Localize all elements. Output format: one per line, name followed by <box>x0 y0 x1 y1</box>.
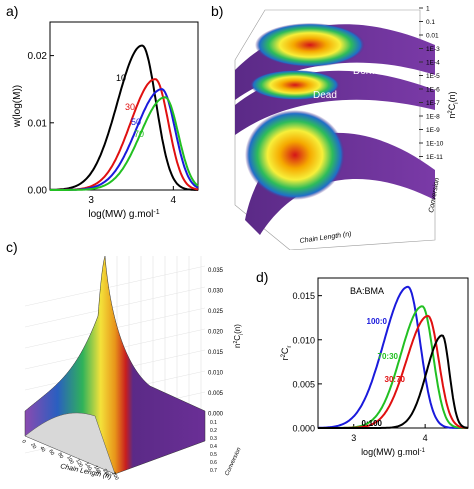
c-grid-line <box>24 286 206 328</box>
c-xtick-label: 0 <box>20 439 27 445</box>
c-xtick-label: 20 <box>29 442 37 450</box>
a-xlabel: log(MW) g.mol-1 <box>88 209 159 221</box>
d-series-line <box>317 285 468 429</box>
c-ztick-label: 0.015 <box>208 350 224 356</box>
d-ytick-label: 0.010 <box>292 335 315 345</box>
c-xtick-label: 120 <box>74 458 83 468</box>
panel-a-letter: a) <box>6 3 18 19</box>
b-ztick-label: 1 <box>426 6 430 13</box>
panel-a: a) 0.00 0.01 0.02 3 4 log(MW) g.mol-1 w(log(M)… <box>0 0 205 235</box>
d-xtick-label: 3 <box>351 433 356 443</box>
c-dtick-label: 0.2 <box>210 428 217 434</box>
d-series-label: 0:100 <box>362 419 383 428</box>
b-label-dormant: Dormant <box>353 66 392 77</box>
b-hotspot-growing <box>245 110 345 200</box>
c-dtick-label: 0.6 <box>210 460 217 466</box>
d-ylabel: r2Cr <box>280 346 293 361</box>
c-ztick-label: 0.035 <box>208 268 224 274</box>
chart-d: d) 0.000 0.005 0.010 0.015 3 4 log(MW) g.mol-1… <box>256 269 469 457</box>
c-xtick-label: 100 <box>65 455 74 465</box>
c-grid-line <box>24 265 206 307</box>
d-legend-title: BA:BMA <box>350 286 384 296</box>
chart-a: a) 0.00 0.01 0.02 3 4 log(MW) g.mol-1 w(log(M)… <box>6 3 199 221</box>
b-ztick-label: 1E-9 <box>426 127 440 134</box>
c-xtick-label: 140 <box>83 461 92 471</box>
c-ztick-label: 0.010 <box>208 371 224 377</box>
c-dtick-label: 0.7 <box>210 468 217 474</box>
d-ytick-label: 0.015 <box>292 291 315 301</box>
chart-c: c) 0.035 0.030 0.025 0.020 0.015 0.010 0.005 0.… <box>6 239 245 481</box>
c-xtick-label: 80 <box>56 452 64 460</box>
chart-b: b) Dormant Dead Growing 1 0.1 0.01 1E-3 1E-4… <box>211 3 460 251</box>
c-ztick-label: 0.020 <box>208 330 224 336</box>
b-ztick-label: 1E-10 <box>426 141 444 148</box>
a-series-line <box>49 44 199 191</box>
b-label-dead: Dead <box>313 90 337 101</box>
b-ztick-label: 1E-3 <box>426 46 440 53</box>
b-ztick-label: 1E-6 <box>426 87 440 94</box>
panel-c-letter: c) <box>6 239 18 255</box>
panel-b-letter: b) <box>211 3 223 19</box>
a-series-line <box>50 96 199 191</box>
b-ztick-label: 0.01 <box>426 33 439 40</box>
panel-d: d) 0.000 0.005 0.010 0.015 3 4 log(MW) g.mol-1… <box>250 260 474 484</box>
b-ztick-label: 1E-11 <box>426 154 443 161</box>
panel-b: b) Dormant Dead Growing 1 0.1 0.01 1E-3 1E-4… <box>205 0 474 251</box>
b-ztick-label: 1E-5 <box>426 73 440 80</box>
a-ylabel: w(log(M)) <box>12 85 23 128</box>
a-series-label: 30 <box>125 102 135 112</box>
c-right-axis-label: n2Ci(n) <box>233 324 245 348</box>
c-surface-front <box>24 412 116 475</box>
b-right-axis-label: n2Ci(n) <box>447 91 460 118</box>
b-ztick-label: 1E-8 <box>426 114 440 121</box>
d-series-line <box>318 334 469 429</box>
c-ztick-label: 0.005 <box>208 391 224 397</box>
c-xtick-label: 60 <box>47 449 55 457</box>
a-series-label: 10 <box>116 73 126 83</box>
b-hotspot-dead <box>250 70 340 100</box>
c-ztick-label: 0.030 <box>208 289 224 295</box>
d-xtick-label: 4 <box>423 433 428 443</box>
b-x-axis-label: Chain Length (n) <box>299 231 352 245</box>
d-series-label: 100:0 <box>367 317 388 326</box>
d-ytick-label: 0.000 <box>292 424 315 434</box>
d-series-line <box>318 305 468 429</box>
d-series-label: 30:70 <box>385 375 406 384</box>
panel-c: c) 0.035 0.030 0.025 0.020 0.015 0.010 0.005 0.… <box>0 236 245 484</box>
b-ztick-label: 1E-4 <box>426 60 440 67</box>
b-ztick-label: 0.1 <box>426 19 435 26</box>
b-ztick-label: 1E-7 <box>426 100 440 107</box>
a-xtick-label: 4 <box>171 195 177 206</box>
b-hotspot-dormant <box>255 23 365 67</box>
d-xlabel: log(MW) g.mol-1 <box>361 447 426 457</box>
a-plot-frame <box>49 21 199 191</box>
a-xtick-label: 3 <box>88 195 94 206</box>
c-ztick-label: 0.025 <box>208 309 224 315</box>
a-series-label: 50 <box>131 117 141 127</box>
c-dtick-label: 0.5 <box>210 452 217 458</box>
a-ytick-label: 0.02 <box>28 51 48 62</box>
c-dtick-label: 0.3 <box>210 436 217 442</box>
b-label-growing: Growing <box>356 188 393 199</box>
c-dtick-label: 0.1 <box>210 420 217 426</box>
c-dtick-label: 0.4 <box>210 444 217 450</box>
panel-d-letter: d) <box>256 269 268 285</box>
a-ytick-label: 0.01 <box>28 118 48 129</box>
d-ytick-label: 0.005 <box>292 379 315 389</box>
c-depth-axis-label: Conversion <box>224 446 243 477</box>
a-series-label: 70 <box>134 129 144 139</box>
c-xtick-label: 160 <box>92 465 101 475</box>
d-series-line <box>318 314 469 429</box>
d-series-label: 70:30 <box>378 352 399 361</box>
c-xtick-label: 200 <box>110 471 119 481</box>
c-xtick-label: 180 <box>101 468 110 478</box>
a-ytick-label: 0.00 <box>28 186 48 197</box>
c-xtick-label: 40 <box>38 445 46 453</box>
c-ztick-label: 0.000 <box>208 412 224 418</box>
